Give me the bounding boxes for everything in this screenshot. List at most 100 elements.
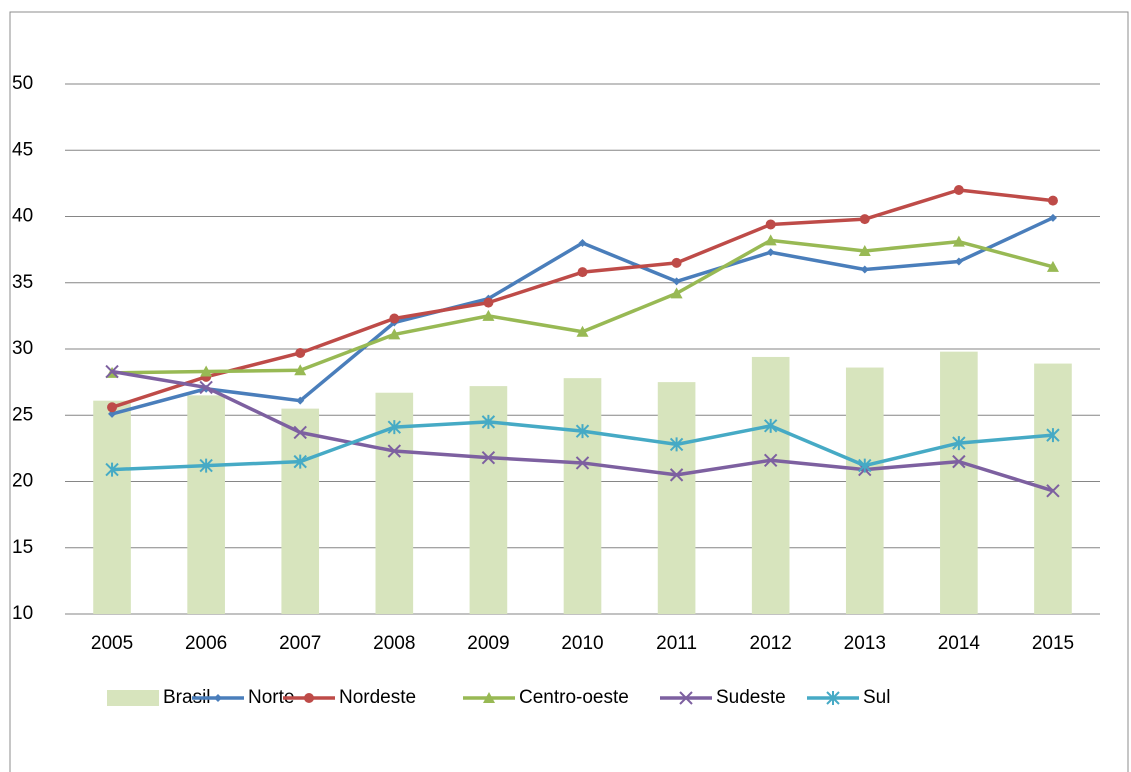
x-tick-label: 2009 — [467, 633, 509, 654]
x-tick-label: 2014 — [938, 633, 981, 654]
x-tick-label: 2008 — [373, 633, 415, 654]
marker — [293, 425, 307, 440]
bar — [563, 378, 602, 614]
x-tick-label: 2005 — [91, 633, 133, 654]
marker — [200, 365, 213, 377]
marker — [763, 418, 778, 433]
legend-item: Norte — [192, 687, 294, 708]
marker — [214, 694, 222, 702]
marker — [1046, 428, 1060, 443]
marker — [578, 239, 587, 247]
marker — [670, 287, 683, 299]
legend-item: Sul — [807, 687, 890, 708]
line — [111, 188, 1054, 409]
y-tick-label: 25 — [12, 404, 33, 425]
y-tick-label: 45 — [12, 139, 33, 160]
marker — [1047, 195, 1058, 206]
legend-item: Brasil — [107, 687, 211, 708]
legend-item: Nordeste — [283, 687, 416, 708]
bar — [845, 367, 884, 614]
marker — [388, 328, 401, 340]
marker — [481, 414, 496, 429]
marker — [105, 364, 119, 379]
marker — [953, 185, 964, 195]
marker — [387, 420, 402, 435]
y-tick-label: 50 — [12, 73, 33, 94]
marker — [954, 257, 963, 266]
marker — [387, 444, 402, 458]
marker — [1046, 260, 1059, 272]
marker — [858, 458, 872, 473]
marker — [199, 380, 213, 395]
legend-label: Norte — [248, 687, 294, 708]
bar — [1034, 363, 1072, 614]
marker — [1048, 213, 1057, 222]
legend-item: Centro-oeste — [463, 687, 629, 708]
marker — [199, 458, 213, 473]
x-tick-label: 2012 — [750, 633, 792, 654]
marker — [859, 214, 870, 225]
marker — [108, 409, 117, 418]
bar — [751, 356, 790, 614]
marker — [482, 309, 495, 321]
marker — [858, 244, 871, 256]
chart-frame — [9, 11, 1129, 772]
marker — [575, 424, 590, 439]
bar — [657, 382, 696, 614]
marker — [294, 364, 307, 376]
series — [105, 414, 1060, 477]
y-tick-label: 10 — [12, 603, 33, 624]
marker — [293, 454, 307, 469]
marker — [826, 691, 840, 705]
marker — [764, 234, 777, 246]
legend-label: Sul — [863, 687, 890, 708]
marker — [669, 437, 684, 452]
marker — [671, 257, 682, 268]
marker — [105, 462, 119, 477]
marker — [679, 691, 693, 705]
series — [106, 234, 1059, 378]
marker — [295, 347, 306, 358]
marker — [952, 235, 965, 247]
marker — [577, 267, 588, 278]
x-tick-label: 2011 — [656, 633, 697, 654]
marker — [575, 456, 590, 470]
x-tick-label: 2010 — [561, 633, 603, 654]
x-tick-label: 2006 — [185, 633, 227, 654]
x-tick-label: 2007 — [279, 633, 321, 654]
legend-label: Nordeste — [339, 687, 416, 708]
marker — [952, 436, 966, 451]
y-tick-label: 20 — [12, 471, 33, 492]
x-tick-label: 2015 — [1032, 633, 1074, 654]
marker — [296, 396, 305, 405]
marker — [1046, 484, 1060, 498]
marker — [952, 454, 966, 469]
y-tick-label: 35 — [12, 272, 33, 293]
legend-label: Centro-oeste — [519, 687, 629, 708]
y-tick-label: 15 — [12, 537, 33, 558]
marker — [576, 325, 589, 337]
marker — [672, 277, 681, 286]
marker — [304, 693, 314, 703]
legend-label: Sudeste — [716, 687, 786, 708]
marker — [669, 468, 684, 482]
legend-label: Brasil — [163, 687, 211, 708]
marker — [107, 402, 118, 413]
bar — [187, 395, 225, 614]
line — [112, 238, 1054, 375]
marker — [483, 297, 494, 308]
marker — [860, 265, 869, 274]
marker — [481, 450, 496, 465]
bar — [940, 351, 978, 614]
y-tick-label: 40 — [12, 206, 33, 227]
legend-item: Sudeste — [660, 687, 786, 708]
legend-swatch — [107, 690, 159, 706]
y-tick-label: 30 — [12, 338, 33, 359]
marker — [763, 453, 778, 468]
bar — [281, 408, 320, 614]
marker — [766, 248, 775, 257]
marker — [483, 692, 495, 703]
marker — [389, 313, 400, 324]
x-tick-label: 2013 — [844, 633, 886, 654]
